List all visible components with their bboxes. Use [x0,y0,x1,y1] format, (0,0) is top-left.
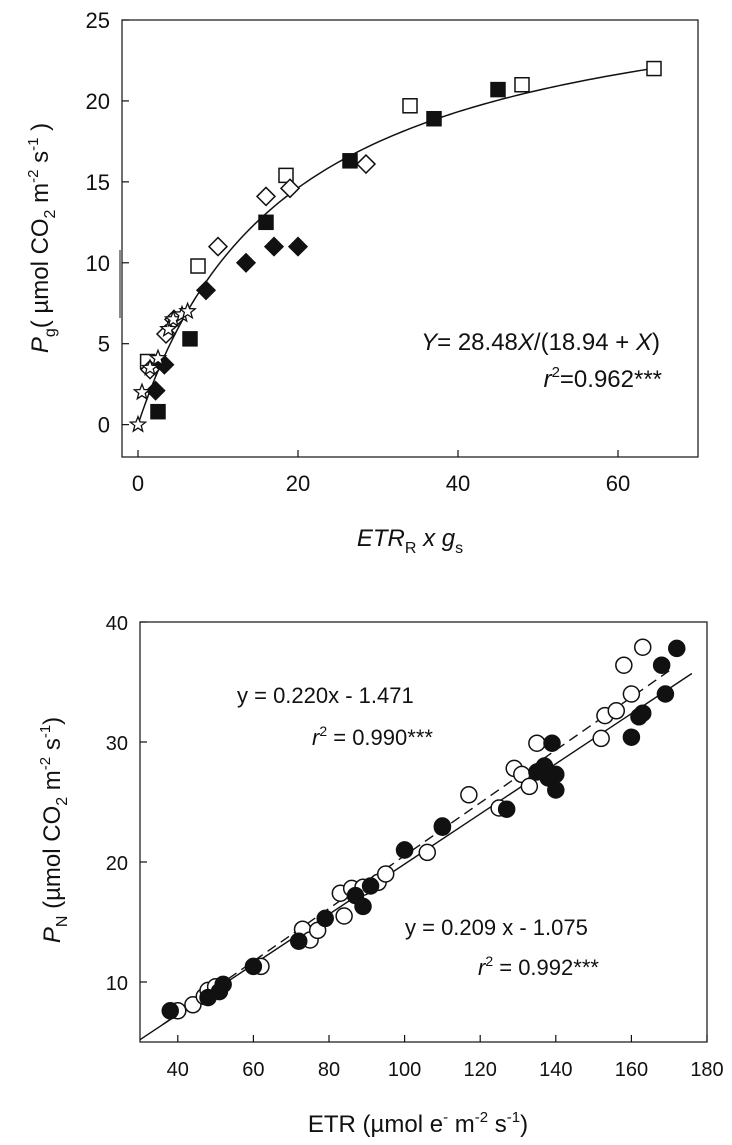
bottom-axis-ticks: 40 60 80 100 120 140 160 180 10 20 30 40 [106,613,724,1081]
data-point-open-star [178,301,197,320]
plot-frame-top [121,19,699,458]
equation-dashed: y = 0.220x - 1.471 [237,683,414,708]
data-point-filled-circle [361,877,380,895]
y-tick-label: 40 [106,613,128,635]
data-point-open-diamond [207,236,229,257]
data-point-open-circle [622,685,641,703]
y-tick-label: 30 [106,733,128,755]
r2-dashed: r2 = 0.990*** [312,723,433,750]
data-point-filled-circle [547,765,565,784]
equation-label: Y= 28.48X/(18.94 + X) [421,329,660,356]
data-point-open-circle [335,907,353,925]
data-point-filled-square [258,214,274,231]
data-point-filled-circle [290,932,308,950]
data-point-open-circle [376,865,395,883]
data-point-filled-square [150,403,166,420]
data-point-open-circle [615,656,633,674]
data-point-open-circle [418,843,437,862]
x-tick-label: 60 [606,471,630,496]
data-point-open-star [140,358,160,376]
data-point-open-circle [607,702,626,720]
data-point-open-square [402,98,418,114]
data-point-filled-square [342,153,358,169]
top-data-points [128,60,662,433]
x-axis-label-bottom: ETR (µmol e- m-2 s-1) [308,1109,528,1138]
data-point-filled-circle [652,656,671,674]
equation-solid: y = 0.209 x - 1.075 [405,915,588,940]
data-point-filled-circle [433,817,452,835]
y-axis-label-bottom: PN (µmol CO2 m-2 s-1) [37,717,71,943]
x-tick-label: 120 [464,1059,497,1081]
left-edge-mark [119,250,121,318]
data-point-open-circle [592,729,610,748]
r2-solid: r2 = 0.992*** [478,953,599,980]
data-point-filled-circle [395,841,414,859]
y-tick-label: 25 [86,8,110,33]
data-point-filled-circle [547,781,565,799]
data-point-open-star [148,348,168,367]
plot-frame-bottom [139,621,708,1043]
y-tick-label: 0 [98,413,110,438]
y-tick-label: 15 [86,170,110,195]
x-tick-label: 80 [318,1059,340,1081]
data-point-filled-circle [668,639,686,658]
x-tick-label: 140 [539,1059,572,1081]
x-tick-label: 20 [286,471,310,496]
data-point-open-diamond [255,186,277,207]
data-point-open-diamond [279,178,301,199]
x-tick-label: 60 [242,1059,264,1081]
data-point-filled-square [182,331,198,347]
bottom-data-points [161,638,686,1020]
y-axis-label: Pg( µmol CO2 m-2 s-1 ) [25,123,59,353]
data-point-filled-diamond [287,236,309,257]
data-point-filled-circle [214,975,232,994]
x-tick-label: 0 [132,471,144,496]
data-point-filled-circle [656,685,675,703]
data-point-filled-diamond [145,380,166,401]
x-tick-label: 160 [615,1059,648,1081]
data-point-filled-circle [244,957,263,976]
data-point-open-circle [633,638,652,656]
data-point-open-circle [460,786,478,804]
y-tick-label: 10 [106,973,128,995]
x-axis-label: ETRR x gs [357,525,463,557]
top-axis-ticks: 0 20 40 60 0 5 10 15 20 25 [86,8,631,496]
data-point-open-square [646,60,662,77]
data-point-open-star [132,382,152,401]
data-point-filled-circle [633,704,652,722]
data-point-filled-circle [354,897,372,916]
x-tick-label: 180 [690,1059,723,1081]
data-point-open-circle [528,734,546,752]
x-tick-label: 40 [446,471,470,496]
data-point-filled-circle [497,800,516,818]
data-point-filled-diamond [235,252,257,273]
data-point-open-star [128,414,148,433]
data-point-filled-circle [316,909,334,928]
x-tick-label: 100 [388,1059,421,1081]
data-point-open-star [159,319,178,338]
y-tick-label: 20 [86,89,110,114]
data-point-open-square [514,76,530,93]
data-point-filled-square [490,81,506,98]
data-point-open-square [190,258,206,274]
x-tick-label: 40 [167,1059,189,1081]
y-tick-label: 10 [86,251,110,276]
data-point-filled-circle [543,734,561,752]
fit-curve [137,66,659,425]
chart-bottom: 40 60 80 100 120 140 160 180 10 20 30 40 y = 0.220x… [37,613,724,1138]
data-point-filled-diamond [263,236,285,257]
data-point-filled-square [426,110,442,127]
y-tick-label: 20 [106,853,128,875]
r2-label: r2=0.962*** [544,364,662,393]
data-point-filled-circle [622,728,641,746]
data-point-filled-diamond [195,280,217,301]
data-point-open-circle [520,777,539,796]
data-point-filled-circle [161,1002,179,1020]
y-tick-label: 5 [98,332,110,357]
data-point-open-diamond [355,153,377,175]
